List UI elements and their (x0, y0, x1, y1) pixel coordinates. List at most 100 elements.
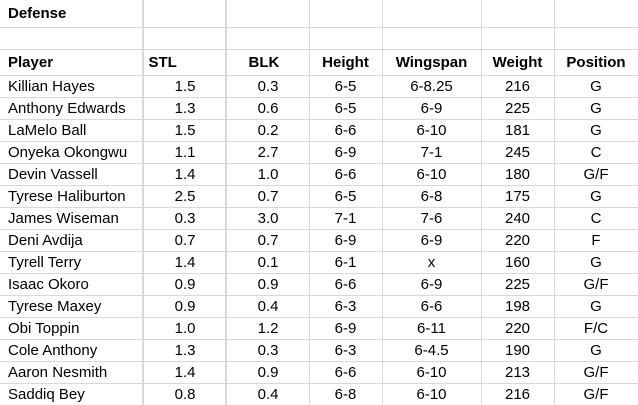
cell-stl[interactable]: 1.1 (143, 141, 227, 164)
cell-height[interactable]: 6-9 (309, 229, 383, 252)
empty-cell[interactable] (143, 27, 227, 50)
cell-blk[interactable]: 0.7 (226, 229, 310, 252)
cell-weight[interactable]: 225 (481, 97, 555, 120)
cell-player[interactable]: Anthony Edwards (0, 97, 144, 120)
cell-weight[interactable]: 220 (481, 317, 555, 340)
cell-weight[interactable]: 240 (481, 207, 555, 230)
cell-stl[interactable]: 1.3 (143, 339, 227, 362)
cell-position[interactable]: G (554, 75, 638, 98)
cell-position[interactable]: G (554, 97, 638, 120)
empty-cell[interactable] (226, 0, 310, 28)
cell-wingspan[interactable]: 6-10 (382, 119, 482, 142)
cell-stl[interactable]: 1.0 (143, 317, 227, 340)
cell-position[interactable]: G/F (554, 163, 638, 186)
cell-blk[interactable]: 0.3 (226, 339, 310, 362)
cell-weight[interactable]: 181 (481, 119, 555, 142)
cell-position[interactable]: G/F (554, 273, 638, 296)
cell-weight[interactable]: 216 (481, 75, 555, 98)
cell-stl[interactable]: 1.4 (143, 251, 227, 274)
cell-wingspan[interactable]: 7-1 (382, 141, 482, 164)
cell-player[interactable]: Saddiq Bey (0, 383, 144, 405)
cell-blk[interactable]: 0.9 (226, 361, 310, 384)
header-position[interactable]: Position (554, 49, 638, 76)
cell-height[interactable]: 6-9 (309, 317, 383, 340)
cell-stl[interactable]: 0.7 (143, 229, 227, 252)
header-stl[interactable]: STL (143, 49, 227, 76)
cell-blk[interactable]: 0.3 (226, 75, 310, 98)
header-height[interactable]: Height (309, 49, 383, 76)
cell-height[interactable]: 6-8 (309, 383, 383, 405)
cell-height[interactable]: 6-6 (309, 361, 383, 384)
cell-weight[interactable]: 160 (481, 251, 555, 274)
cell-stl[interactable]: 2.5 (143, 185, 227, 208)
header-player[interactable]: Player (0, 49, 144, 76)
header-weight[interactable]: Weight (481, 49, 555, 76)
cell-wingspan[interactable]: 6-10 (382, 383, 482, 405)
cell-wingspan[interactable]: 6-8.25 (382, 75, 482, 98)
cell-position[interactable]: G (554, 251, 638, 274)
cell-blk[interactable]: 3.0 (226, 207, 310, 230)
cell-player[interactable]: Tyrese Maxey (0, 295, 144, 318)
cell-stl[interactable]: 0.9 (143, 295, 227, 318)
empty-cell[interactable] (143, 0, 227, 28)
cell-stl[interactable]: 1.5 (143, 75, 227, 98)
cell-position[interactable]: G (554, 339, 638, 362)
cell-blk[interactable]: 0.4 (226, 383, 310, 405)
empty-cell[interactable] (309, 27, 383, 50)
cell-height[interactable]: 6-1 (309, 251, 383, 274)
empty-cell[interactable] (554, 0, 638, 28)
cell-wingspan[interactable]: 6-4.5 (382, 339, 482, 362)
cell-wingspan[interactable]: x (382, 251, 482, 274)
cell-weight[interactable]: 216 (481, 383, 555, 405)
cell-player[interactable]: Killian Hayes (0, 75, 144, 98)
cell-height[interactable]: 6-3 (309, 339, 383, 362)
cell-wingspan[interactable]: 6-9 (382, 97, 482, 120)
cell-wingspan[interactable]: 6-9 (382, 273, 482, 296)
cell-height[interactable]: 6-3 (309, 295, 383, 318)
cell-blk[interactable]: 0.7 (226, 185, 310, 208)
cell-wingspan[interactable]: 6-10 (382, 163, 482, 186)
header-blk[interactable]: BLK (226, 49, 310, 76)
cell-blk[interactable]: 2.7 (226, 141, 310, 164)
cell-position[interactable]: G (554, 185, 638, 208)
cell-player[interactable]: Tyrell Terry (0, 251, 144, 274)
cell-height[interactable]: 6-5 (309, 185, 383, 208)
empty-cell[interactable] (226, 27, 310, 50)
empty-cell[interactable] (554, 27, 638, 50)
cell-blk[interactable]: 0.4 (226, 295, 310, 318)
cell-blk[interactable]: 0.2 (226, 119, 310, 142)
cell-weight[interactable]: 225 (481, 273, 555, 296)
cell-position[interactable]: F (554, 229, 638, 252)
cell-height[interactable]: 6-6 (309, 163, 383, 186)
cell-position[interactable]: G/F (554, 383, 638, 405)
cell-player[interactable]: Deni Avdija (0, 229, 144, 252)
cell-height[interactable]: 6-6 (309, 273, 383, 296)
cell-position[interactable]: C (554, 207, 638, 230)
cell-stl[interactable]: 1.3 (143, 97, 227, 120)
empty-cell[interactable] (481, 0, 555, 28)
empty-cell[interactable] (481, 27, 555, 50)
cell-weight[interactable]: 198 (481, 295, 555, 318)
cell-weight[interactable]: 220 (481, 229, 555, 252)
cell-position[interactable]: G (554, 119, 638, 142)
header-wingspan[interactable]: Wingspan (382, 49, 482, 76)
cell-blk[interactable]: 0.1 (226, 251, 310, 274)
cell-wingspan[interactable]: 6-11 (382, 317, 482, 340)
cell-stl[interactable]: 0.8 (143, 383, 227, 405)
empty-cell[interactable] (382, 27, 482, 50)
cell-weight[interactable]: 245 (481, 141, 555, 164)
cell-player[interactable]: Isaac Okoro (0, 273, 144, 296)
cell-stl[interactable]: 1.5 (143, 119, 227, 142)
cell-weight[interactable]: 180 (481, 163, 555, 186)
cell-height[interactable]: 6-5 (309, 75, 383, 98)
cell-player[interactable]: Cole Anthony (0, 339, 144, 362)
cell-player[interactable]: Devin Vassell (0, 163, 144, 186)
cell-blk[interactable]: 0.6 (226, 97, 310, 120)
cell-height[interactable]: 6-5 (309, 97, 383, 120)
empty-cell[interactable] (382, 0, 482, 28)
cell-position[interactable]: G/F (554, 361, 638, 384)
cell-blk[interactable]: 0.9 (226, 273, 310, 296)
cell-wingspan[interactable]: 6-6 (382, 295, 482, 318)
cell-weight[interactable]: 190 (481, 339, 555, 362)
cell-player[interactable]: LaMelo Ball (0, 119, 144, 142)
